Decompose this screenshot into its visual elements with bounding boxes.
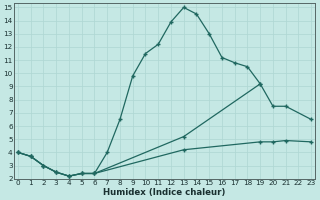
X-axis label: Humidex (Indice chaleur): Humidex (Indice chaleur): [103, 188, 226, 197]
